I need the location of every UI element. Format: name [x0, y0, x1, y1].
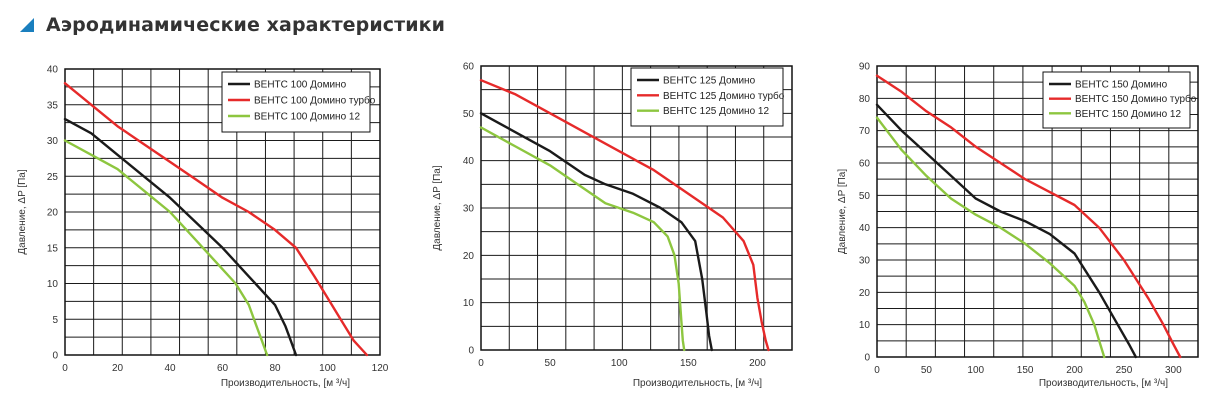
series-line [479, 126, 686, 352]
y-tick-label: 30 [859, 256, 871, 267]
series-line [875, 103, 1137, 359]
x-tick-label: 60 [217, 363, 229, 374]
legend-label: ВЕНТС 125 Домино турбо [663, 90, 785, 102]
y-tick-label: 70 [859, 126, 871, 137]
legend-label: ВЕНТС 150 Домино [1075, 80, 1168, 91]
y-tick-label: 35 [47, 100, 59, 111]
plot-frame [876, 65, 1199, 358]
x-tick-label: 150 [1017, 365, 1034, 376]
y-tick-label: 10 [463, 298, 475, 309]
x-tick-label: 80 [269, 363, 281, 374]
y-tick-label: 90 [859, 62, 871, 73]
page-title: Аэродинамические характеристики [46, 14, 446, 36]
y-axis-label: Давление, ΔP [Па] [432, 165, 443, 251]
y-tick-label: 10 [859, 320, 871, 331]
plot-frame [480, 65, 793, 351]
y-tick-label: 5 [52, 315, 58, 326]
y-tick-label: 80 [859, 94, 871, 105]
series-line [63, 117, 298, 357]
legend-box [221, 71, 371, 133]
x-tick-label: 0 [874, 365, 880, 376]
y-tick-label: 50 [463, 109, 475, 120]
series-line [479, 112, 713, 352]
x-tick-label: 150 [680, 358, 697, 369]
x-tick-label: 40 [164, 363, 176, 374]
x-axis-label: Производительность, [м ³/ч] [221, 378, 350, 389]
legend-box [630, 67, 784, 127]
series-line [63, 139, 269, 357]
plot-frame [64, 68, 381, 356]
legend-label: ВЕНТС 100 Домино 12 [254, 112, 360, 123]
series-line [63, 82, 369, 357]
series-line [479, 79, 770, 352]
x-tick-label: 100 [967, 365, 984, 376]
legend-label: ВЕНТС 150 Домино турбо [1075, 93, 1197, 105]
x-tick-label: 200 [749, 358, 766, 369]
y-axis-label: Давление, ΔP [Па] [837, 169, 848, 255]
x-axis-label: Производительность, [м ³/ч] [633, 378, 762, 389]
x-tick-label: 20 [112, 363, 124, 374]
section-header: Аэродинамические характеристики [20, 10, 445, 40]
y-tick-label: 60 [463, 62, 475, 73]
x-tick-label: 200 [1066, 365, 1083, 376]
legend-label: ВЕНТС 125 Домино [663, 76, 756, 87]
y-tick-label: 10 [47, 279, 59, 290]
y-tick-label: 50 [859, 191, 871, 202]
y-tick-label: 40 [463, 156, 475, 167]
x-tick-label: 0 [62, 363, 68, 374]
legend-label: ВЕНТС 100 Домино [254, 80, 347, 91]
x-tick-label: 50 [921, 365, 933, 376]
legend-box [1042, 71, 1191, 129]
x-tick-label: 300 [1165, 365, 1182, 376]
y-tick-label: 40 [859, 223, 871, 234]
x-tick-label: 100 [611, 358, 628, 369]
y-tick-label: 30 [47, 136, 59, 147]
y-tick-label: 30 [463, 204, 475, 215]
y-tick-label: 60 [859, 159, 871, 170]
y-tick-label: 25 [47, 172, 59, 183]
chart-ventc-100: 0 5 10 15 20 25 30 35 40 0 20 40 60 80 100 120 Давление,… [17, 65, 389, 390]
legend-label: ВЕНТС 150 Домино 12 [1075, 109, 1181, 120]
x-tick-label: 0 [478, 358, 484, 369]
series-line [875, 116, 1106, 359]
y-tick-label: 20 [859, 288, 871, 299]
legend-label: ВЕНТС 125 Домино 12 [663, 106, 769, 117]
x-axis-label: Производительность, [м ³/ч] [1039, 378, 1168, 389]
y-axis-label: Давление, ΔP [Па] [17, 169, 28, 255]
y-tick-label: 0 [52, 351, 58, 362]
y-tick-label: 0 [468, 346, 474, 357]
square-bullet-icon [20, 18, 34, 32]
x-tick-label: 100 [319, 363, 336, 374]
y-tick-label: 20 [463, 251, 475, 262]
chart-ventc-125: 0 10 20 30 40 50 60 0 50 100 150 200 Давление, ΔP [П… [432, 62, 793, 389]
x-tick-label: 250 [1116, 365, 1133, 376]
x-tick-label: 120 [372, 363, 389, 374]
series-line [875, 74, 1182, 359]
y-tick-label: 0 [864, 353, 870, 364]
y-tick-label: 20 [47, 208, 59, 219]
legend-label: ВЕНТС 100 Домино турбо [254, 95, 376, 107]
y-tick-label: 15 [47, 243, 59, 254]
x-tick-label: 50 [545, 358, 557, 369]
y-tick-label: 40 [47, 65, 59, 76]
